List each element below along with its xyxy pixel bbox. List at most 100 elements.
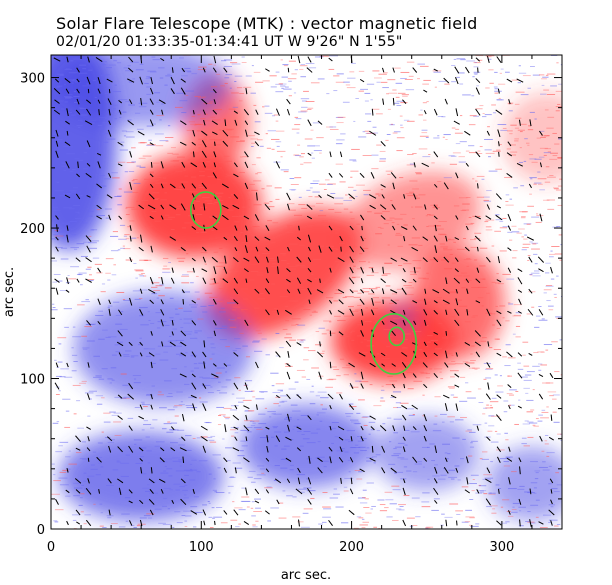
field-vector <box>129 297 133 306</box>
field-vector <box>485 256 491 263</box>
field-vector <box>161 109 164 115</box>
field-vector <box>201 246 207 252</box>
field-vector <box>76 278 80 283</box>
field-vector <box>317 467 323 474</box>
field-vector <box>202 109 206 115</box>
field-vector <box>538 374 544 378</box>
field-vector <box>433 310 438 315</box>
field-vector <box>66 234 69 243</box>
field-vector <box>180 247 186 252</box>
field-vector <box>402 478 406 484</box>
field-vector <box>275 108 280 116</box>
field-vector <box>423 435 427 442</box>
field-vector <box>517 277 523 285</box>
field-vector <box>160 215 164 220</box>
field-vector <box>190 394 197 399</box>
field-vector <box>433 215 438 220</box>
field-vector <box>53 57 61 62</box>
field-vector <box>496 414 502 421</box>
field-vector <box>234 436 238 441</box>
field-vector <box>96 456 102 463</box>
field-vector <box>508 99 511 105</box>
field-vector <box>495 109 503 115</box>
field-vector <box>181 413 185 422</box>
field-vector <box>349 225 354 231</box>
field-vector <box>403 425 406 431</box>
field-vector <box>401 405 408 410</box>
field-vector <box>339 393 343 400</box>
field-vector <box>361 225 363 231</box>
field-vector <box>75 447 81 451</box>
field-vector <box>139 404 143 410</box>
field-vector <box>475 278 481 284</box>
negative-polarity-region <box>58 431 224 522</box>
field-vector <box>487 382 490 390</box>
field-vector <box>233 509 239 516</box>
field-vector <box>233 162 238 168</box>
field-vector <box>297 467 301 473</box>
field-vector <box>213 266 217 275</box>
field-vector <box>285 457 292 462</box>
field-vector <box>454 268 459 273</box>
field-vector <box>265 225 270 231</box>
field-vector <box>369 415 376 420</box>
field-vector <box>200 425 208 431</box>
field-vector <box>223 467 227 473</box>
field-vector <box>98 109 100 116</box>
field-vector <box>97 88 101 94</box>
field-vector <box>169 183 176 189</box>
field-vector <box>307 119 312 127</box>
field-vector <box>86 140 91 148</box>
field-vector <box>139 308 144 316</box>
field-vector <box>390 289 398 294</box>
field-vector <box>75 193 81 200</box>
field-vector <box>495 214 503 221</box>
field-vector <box>97 99 101 104</box>
field-vector <box>286 98 291 105</box>
x-axis-label: arc sec. <box>281 568 331 583</box>
field-vector <box>106 78 113 83</box>
field-vector <box>550 414 553 421</box>
field-vector <box>75 489 81 494</box>
field-vector <box>118 352 122 357</box>
field-vector <box>254 256 260 263</box>
field-vector <box>202 383 207 389</box>
field-vector <box>379 425 387 432</box>
field-vector <box>486 436 491 441</box>
field-vector <box>201 182 207 190</box>
field-vector <box>149 142 154 146</box>
field-vector <box>244 382 249 390</box>
field-vector <box>84 120 93 126</box>
field-vector <box>506 78 513 83</box>
field-vector <box>54 382 60 390</box>
field-vector <box>129 151 133 158</box>
field-vector <box>86 320 92 326</box>
field-vector <box>318 245 322 253</box>
field-vector <box>179 373 187 378</box>
field-vector <box>328 246 333 252</box>
field-vector <box>148 352 155 357</box>
field-vector <box>318 194 322 199</box>
field-vector <box>150 245 153 253</box>
field-vector <box>171 267 174 273</box>
field-vector <box>369 457 376 462</box>
field-vector <box>213 278 216 284</box>
field-vector <box>538 393 544 400</box>
field-vector <box>476 267 480 273</box>
field-vector <box>74 478 82 484</box>
field-vector <box>307 287 312 295</box>
field-vector <box>85 235 92 242</box>
field-vector <box>140 467 143 474</box>
field-vector <box>180 78 186 83</box>
field-vector <box>181 161 186 168</box>
field-vector <box>476 425 480 431</box>
field-vector <box>445 331 448 336</box>
field-vector <box>160 299 164 305</box>
field-vector <box>66 468 69 473</box>
field-vector <box>307 279 312 283</box>
field-vector <box>254 131 260 136</box>
field-vector <box>170 88 175 95</box>
field-vector <box>455 403 459 411</box>
field-vector <box>98 489 101 494</box>
field-vector <box>212 131 218 136</box>
